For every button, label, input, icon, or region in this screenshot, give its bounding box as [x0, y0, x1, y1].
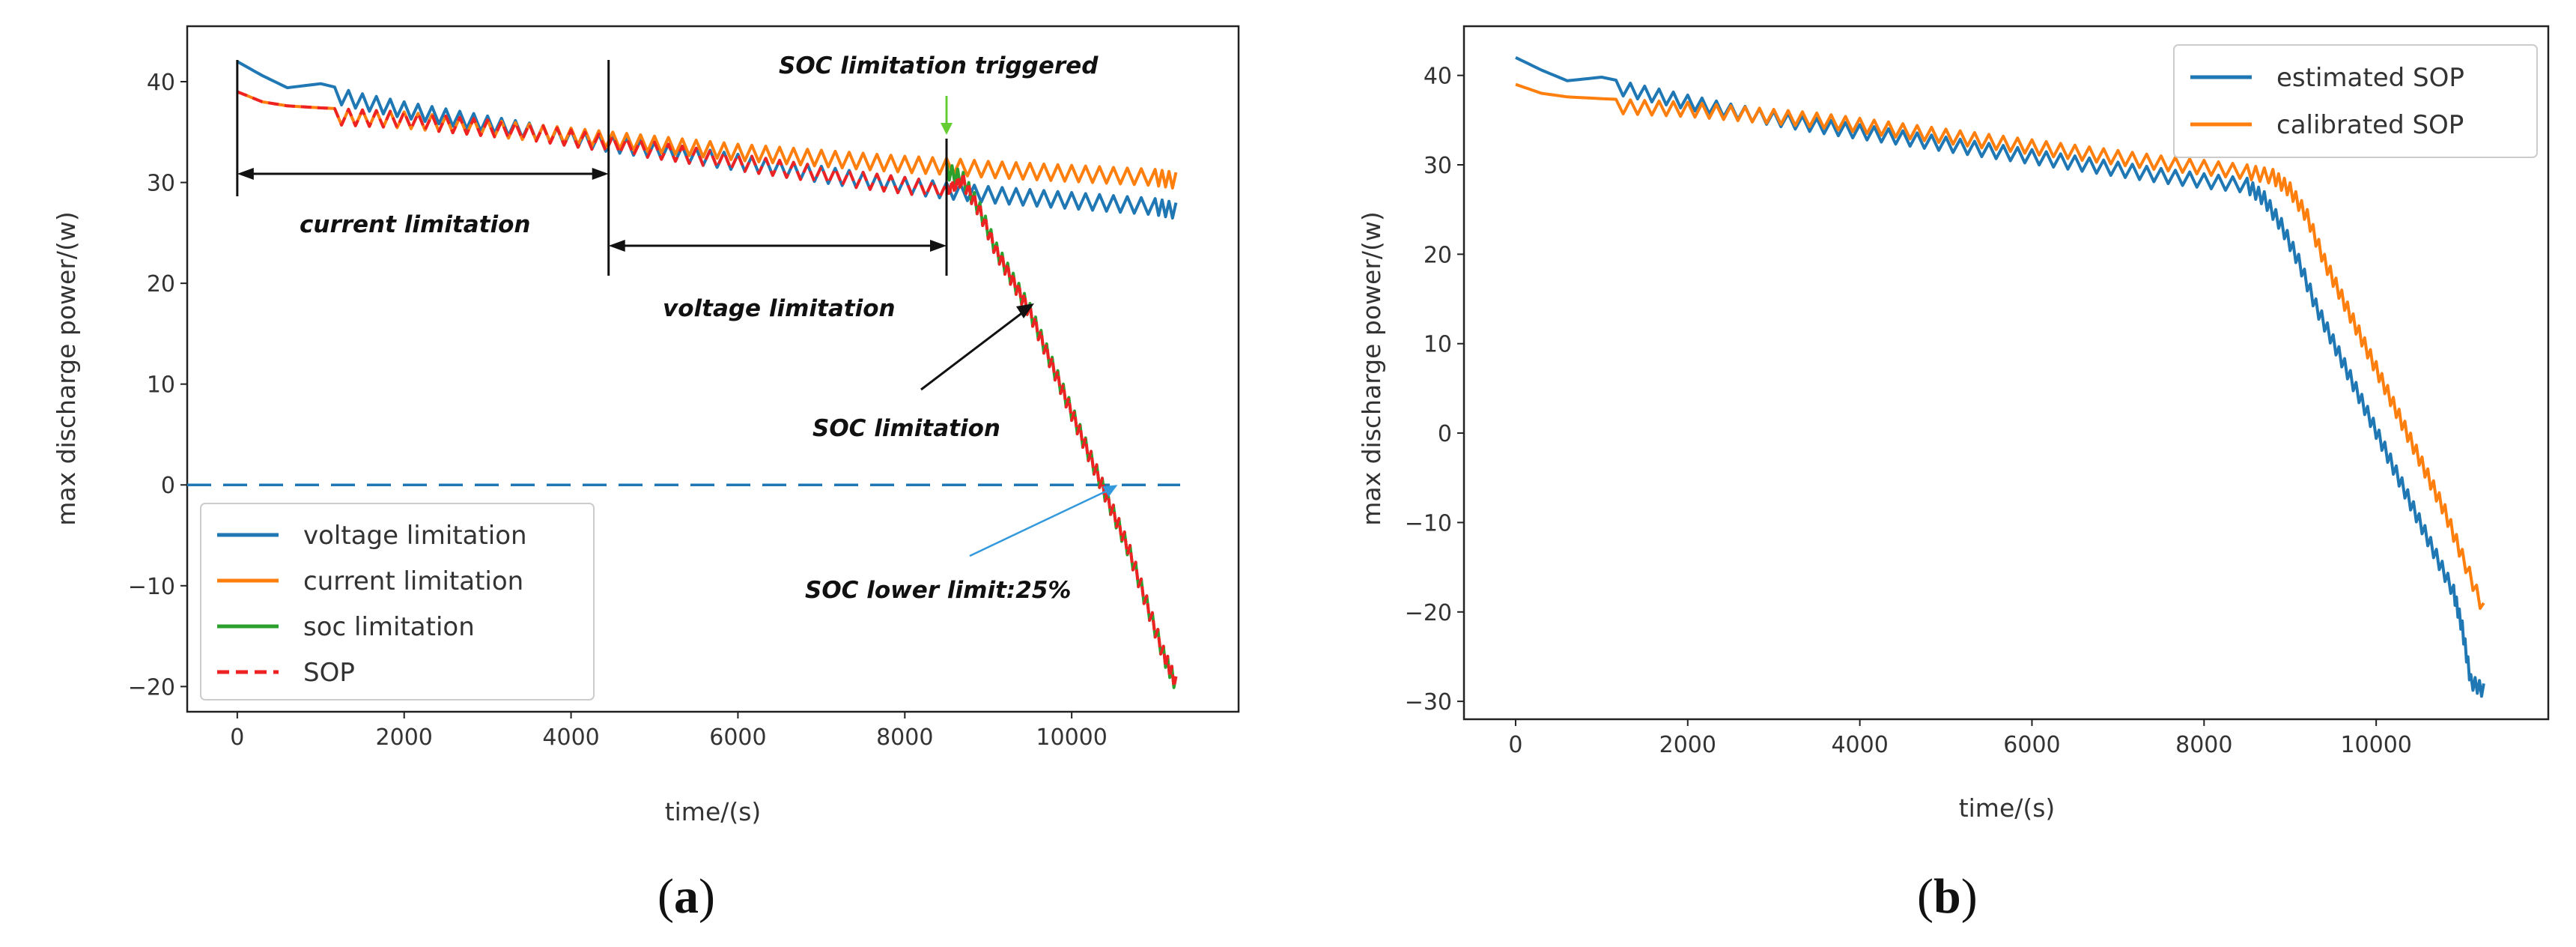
panel-b-y-axis-label: max discharge power/(w): [1357, 211, 1386, 526]
panel-b-x-ticks: 0 2000 4000 6000 8000 10000: [1508, 719, 2412, 758]
panel-b-xtick-label: 0: [1508, 732, 1522, 758]
panel-b-series-group: [1515, 56, 2485, 698]
panel-b-ytick-label: 40: [1424, 64, 1452, 90]
panel-b-x-axis-label: time/(s): [1959, 793, 2056, 823]
panel-b-ytick-label: 30: [1424, 153, 1452, 179]
panel-a-ytick-label: 20: [147, 271, 175, 297]
arrow-voltage-limitation-head-right: [930, 240, 947, 252]
panel-a-ytick-label: 10: [147, 372, 175, 399]
panel-b-legend-box: [2173, 44, 2538, 158]
arrow-current-limitation-head-right: [592, 168, 609, 180]
arrow-current-limitation-head-left: [237, 168, 254, 180]
panel-a-caption-letter: a: [674, 869, 699, 924]
panel-b-ytick-label: −10: [1405, 510, 1452, 536]
legend-label-soc: soc limitation: [303, 612, 475, 642]
panel-b-ytick-label: 20: [1424, 242, 1452, 268]
panel-a-xtick-label: 0: [230, 724, 244, 751]
panel-b-caption: (b): [1917, 869, 1978, 924]
panel-a-ytick-label: 40: [147, 70, 175, 96]
legend-label-calibrated-sop: calibrated SOP: [2276, 110, 2464, 140]
panel-a-x-ticks: 0 2000 4000 6000 8000 10000: [230, 712, 1108, 751]
arrow-soc-triggered-head: [941, 123, 953, 135]
panel-a-ytick-label: −10: [128, 574, 175, 600]
annotation-soc-limitation: SOC limitation: [812, 415, 1000, 442]
arrow-soc-limitation: [920, 308, 1027, 391]
arrow-voltage-limitation-head-left: [608, 240, 625, 252]
annotation-soc-triggered: SOC limitation triggered: [779, 52, 1099, 79]
panel-b-xtick-label: 4000: [1831, 732, 1888, 758]
panel-a-series-sop: [237, 90, 1178, 689]
panel-b-xtick-label: 2000: [1659, 732, 1716, 758]
panel-b-series-calibrated-sop: [1515, 82, 2485, 610]
panel-a-y-axis-label: max discharge power/(w): [52, 211, 81, 526]
legend-label-sop: SOP: [303, 658, 355, 688]
panel-a-xtick-label: 10000: [1036, 724, 1107, 751]
panel-b-xtick-label: 6000: [2003, 732, 2060, 758]
panel-b-y-ticks: −30 −20 −10 0 10 20 30 40: [1405, 64, 1464, 715]
panel-b-series-estimated-sop: [1515, 56, 2485, 698]
panel-a-series-group: [236, 60, 1178, 689]
panel-b-caption-letter: b: [1933, 869, 1961, 924]
annotation-voltage-limitation: voltage limitation: [663, 295, 896, 322]
panel-b-ytick-label: −20: [1405, 600, 1452, 626]
legend-label-voltage: voltage limitation: [303, 521, 527, 551]
panel-b-legend: estimated SOP calibrated SOP: [2173, 44, 2538, 158]
arrow-soc-limitation-head: [1016, 303, 1034, 319]
arrow-soc-lower-limit: [969, 487, 1114, 557]
panel-a-ytick-label: 30: [147, 171, 175, 197]
panel-b-chart: −30 −20 −10 0 10 20 30 40 0 2000 4000 6000 8000 1000…: [1357, 25, 2550, 924]
panel-b-xtick-label: 10000: [2340, 732, 2411, 758]
panel-b-xtick-label: 8000: [2175, 732, 2232, 758]
panel-a-xtick-label: 8000: [876, 724, 933, 751]
annotation-soc-lower-limit: SOC lower limit:25%: [805, 577, 1072, 604]
panel-a-xtick-label: 6000: [709, 724, 766, 751]
panel-b-ytick-label: −30: [1405, 689, 1452, 715]
panel-a-xtick-label: 2000: [376, 724, 433, 751]
panel-a-chart: −20 −10 0 10 20 30 40 0 2000 4000 6000 8000 10000 S…: [52, 25, 1240, 924]
panel-a-annotations: SOC limitation triggered current limitat…: [236, 52, 1118, 604]
panel-a-ytick-label: 0: [161, 473, 175, 499]
panel-b-ytick-label: 0: [1438, 421, 1452, 447]
annotation-current-limitation: current limitation: [300, 211, 530, 238]
panel-b-ytick-label: 10: [1424, 332, 1452, 358]
panel-a-x-axis-label: time/(s): [665, 797, 762, 826]
arrow-soc-lower-limit-head: [1102, 485, 1118, 497]
legend-label-current: current limitation: [303, 566, 523, 596]
legend-label-estimated-sop: estimated SOP: [2276, 63, 2464, 93]
panel-a-ytick-label: −20: [128, 674, 175, 701]
panel-a-legend-box: [200, 503, 595, 701]
panel-a-annotation-lines: [236, 60, 1118, 557]
panel-a-caption: (a): [657, 869, 715, 924]
panel-a-y-ticks: −20 −10 0 10 20 30 40: [128, 70, 187, 701]
panel-a-legend: voltage limitation current limitation so…: [200, 503, 595, 701]
panel-a-xtick-label: 4000: [542, 724, 599, 751]
